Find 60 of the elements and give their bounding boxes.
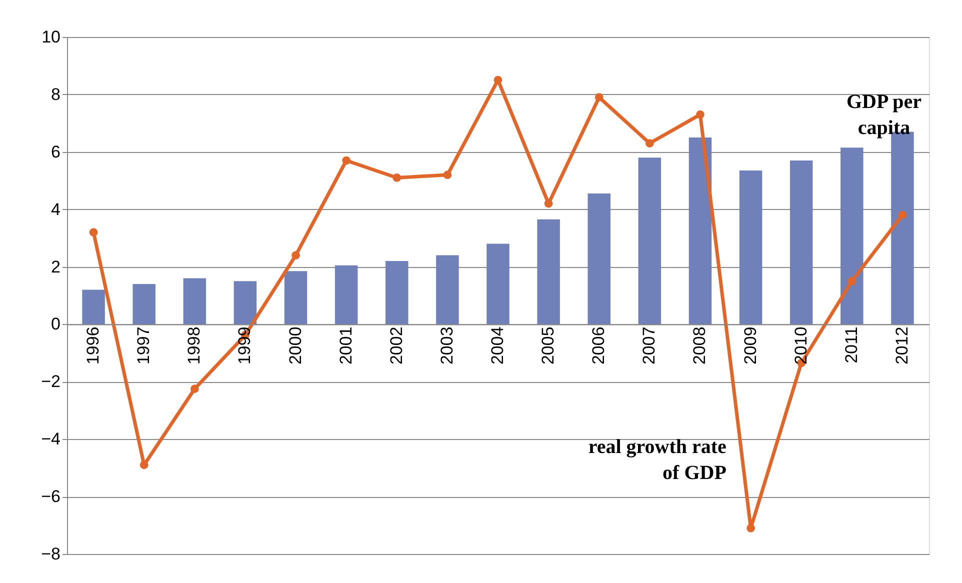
bar	[234, 281, 257, 324]
point	[443, 170, 452, 180]
bar	[132, 284, 156, 324]
y-tick-label: 0	[51, 314, 60, 334]
point	[494, 76, 502, 84]
bar	[790, 160, 813, 324]
bar	[739, 170, 762, 324]
x-tick-label: 2004	[488, 326, 507, 365]
x-tick-label: 1998	[184, 326, 204, 365]
x-tick-label: 2005	[538, 326, 558, 365]
x-tick-label: 1999	[235, 326, 254, 365]
bar	[386, 261, 408, 324]
point	[746, 524, 755, 532]
x-tick-label: 2008	[690, 326, 710, 365]
bar	[840, 148, 864, 324]
x-tick-label: 2010	[791, 326, 810, 365]
y-tick-label: 8	[51, 84, 60, 104]
point	[696, 110, 704, 119]
point	[645, 139, 654, 148]
y-tick-label: 2	[51, 257, 60, 276]
point	[392, 174, 402, 182]
point	[89, 228, 98, 236]
x-tick-label: 1997	[134, 326, 154, 365]
bar	[588, 194, 610, 324]
point	[292, 251, 300, 260]
x-tick-label: 2002	[386, 326, 406, 365]
point	[342, 156, 351, 165]
bar	[688, 138, 712, 324]
y-tick-label: −2	[41, 372, 60, 392]
bar	[82, 290, 105, 324]
point	[898, 210, 907, 220]
point	[544, 199, 553, 208]
x-tick-label: 2007	[640, 326, 659, 365]
x-tick-label: 2009	[740, 326, 760, 365]
bar	[486, 244, 510, 324]
bar	[638, 158, 662, 324]
y-tick-label: 6	[51, 142, 60, 162]
point	[848, 276, 856, 286]
y-tick-label: −4	[41, 430, 60, 449]
y-tick-label: −6	[41, 487, 60, 506]
x-tick-label: 2006	[589, 326, 608, 365]
x-tick-label: 2011	[842, 326, 861, 364]
point	[190, 384, 199, 394]
x-tick-label: 2000	[286, 326, 305, 365]
series-label: GDP per capita	[846, 91, 922, 139]
y-tick-label: 4	[51, 200, 60, 219]
point	[594, 93, 604, 102]
x-tick-label: 2012	[892, 326, 912, 365]
bar	[183, 278, 206, 324]
bar	[537, 219, 560, 324]
series-label: real growth rate of GDP	[588, 436, 727, 484]
x-tick-label: 1996	[84, 326, 103, 365]
bar	[284, 271, 308, 324]
y-tick-label: 10	[42, 28, 60, 46]
point	[140, 460, 148, 470]
bar	[334, 265, 358, 324]
x-tick-label: 2003	[437, 326, 456, 365]
x-tick-label: 2001	[336, 326, 356, 365]
y-tick-label: −8	[41, 544, 60, 564]
bar	[436, 255, 459, 324]
